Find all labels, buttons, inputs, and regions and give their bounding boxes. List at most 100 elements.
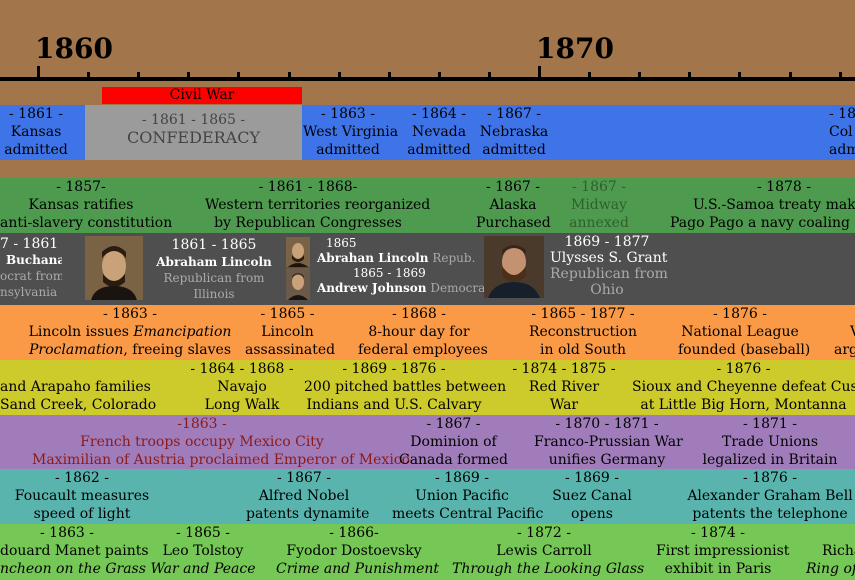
territory-line2: Pago Pago a navy coaling sta	[670, 215, 855, 231]
axis-minor-tick	[438, 72, 441, 78]
culture-event[interactable]: - 1865 - Leo Tolstoy War and Peace	[150, 524, 256, 578]
politics-line2: Proclamation, freeing slaves	[25, 341, 235, 359]
world-event[interactable]: - 1867 - Dominion of Canada formed	[396, 415, 511, 469]
state-event-kansas[interactable]: - 1861 - Kansas admitted	[0, 105, 72, 159]
territory-event[interactable]: - 1867 - Alaska Purchased	[476, 178, 551, 232]
politics-event[interactable]: - 1876 - National League founded (baseba…	[678, 305, 810, 359]
axis-minor-tick	[789, 72, 792, 78]
territory-event[interactable]: - 1878 - U.S.-Samoa treaty makes Pago Pa…	[670, 178, 855, 232]
territory-event[interactable]: - 1867 - Midway annexed	[563, 178, 635, 232]
politics-event-emancipation[interactable]: - 1863 - Lincoln issues Emancipation Pro…	[25, 305, 235, 359]
territory-year: - 1878 -	[757, 179, 811, 195]
science-event[interactable]: - 1867 - Alfred Nobel patents dynamite	[246, 469, 370, 523]
culture-line1: Leo Tolstoy	[162, 543, 244, 559]
culture-year: - 1874 -	[691, 525, 745, 541]
science-event[interactable]: - 1869 - Suez Canal opens	[550, 469, 634, 523]
science-line2: patents dynamite	[246, 506, 370, 522]
science-band	[0, 469, 855, 524]
president-term-2: Andrew Johnson Democrat	[317, 281, 490, 296]
culture-event[interactable]: - 1872 - Lewis Carroll Through the Looki…	[452, 524, 645, 578]
politics-event[interactable]: V arg	[834, 305, 855, 359]
state-line2: admitted	[407, 142, 471, 158]
politics-band	[0, 305, 855, 360]
politics-line1: V	[834, 323, 855, 341]
state-event-colorado[interactable]: - 18 Col adm	[829, 105, 855, 159]
science-event[interactable]: - 1862 - Foucault measures speed of ligh…	[12, 469, 152, 523]
axis-major-tick	[538, 66, 541, 78]
politics-event[interactable]: - 1865 - Lincoln assassinated	[245, 305, 336, 359]
territory-line1: Western territories reorganized	[205, 197, 431, 213]
politics-event[interactable]: - 1868 - 8-hour day for federal employee…	[358, 305, 488, 359]
axis-minor-tick	[839, 72, 842, 78]
science-line1: Alfred Nobel	[258, 488, 350, 504]
science-event[interactable]: - 1876 - Alexander Graham Bell patents t…	[686, 469, 854, 523]
lincoln-portrait[interactable]	[85, 236, 143, 300]
president-name: Ulysses S. Grant	[550, 250, 668, 266]
science-year: - 1869 -	[565, 470, 619, 486]
science-line2: patents the telephone	[692, 506, 848, 522]
indian-event[interactable]: - 1876 - Sioux and Cheyenne defeat Custe…	[632, 360, 855, 414]
year-label-1860: 1860	[35, 32, 113, 65]
politics-line2: arg	[834, 342, 855, 358]
culture-line2: ncheon on the Grass	[0, 561, 146, 577]
territory-line2: Purchased	[476, 215, 551, 231]
grant-portrait-image	[484, 236, 544, 298]
science-line1: Union Pacific	[415, 488, 509, 504]
president-lincoln-johnson[interactable]: 1865 Abrahan Lincoln Repub. 1865 - 1869 …	[317, 236, 490, 296]
politics-line1: National League	[681, 324, 799, 340]
lincoln-small-portrait[interactable]	[286, 237, 310, 267]
world-line1: Dominion of	[410, 434, 497, 450]
politics-line1: 8-hour day for	[368, 324, 470, 340]
indian-line1: and Arapaho families	[0, 379, 151, 395]
world-event-mexico[interactable]: -1863 - French troops occupy Mexico City…	[32, 415, 410, 469]
world-line2: Canada formed	[398, 452, 508, 468]
president-party: Repub.	[432, 251, 476, 265]
president-grant[interactable]: 1869 - 1877 Ulysses S. Grant Republican …	[550, 234, 668, 298]
politics-line1: Reconstruction	[528, 324, 638, 340]
politics-line2: federal employees	[358, 342, 488, 358]
president-years: 1869 - 1877	[564, 234, 650, 250]
state-year: - 1864 -	[412, 106, 466, 122]
indian-line1: Sioux and Cheyenne defeat Custer	[632, 379, 855, 395]
state-event-nebraska[interactable]: - 1867 - Nebraska admitted	[478, 105, 550, 159]
world-line2: legalized in Britain	[702, 452, 838, 468]
territory-event[interactable]: - 1857- Kansas ratifies anti-slavery con…	[0, 178, 173, 232]
culture-line1: First impressionist	[656, 543, 790, 559]
territory-band	[0, 178, 855, 233]
world-event[interactable]: - 1870 - 1871 - Franco-Prussian War unif…	[534, 415, 683, 469]
grant-portrait[interactable]	[484, 236, 544, 298]
politics-line1: Lincoln issues Emancipation	[25, 323, 235, 341]
politics-event[interactable]: - 1865 - 1877 - Reconstruction in old So…	[528, 305, 638, 359]
culture-event[interactable]: Richa Ring of	[806, 524, 855, 578]
confederacy-event[interactable]: - 1861 - 1865 - CONFEDERACY	[85, 111, 302, 147]
culture-line2: exhibit in Paris	[664, 561, 772, 577]
president-lincoln[interactable]: 1861 - 1865 Abraham Lincoln Republican f…	[155, 236, 273, 302]
science-event[interactable]: - 1869 - Union Pacific meets Central Pac…	[392, 469, 543, 523]
indian-event[interactable]: and Arapaho families Sand Creek, Colorad…	[0, 360, 156, 414]
culture-event[interactable]: - 1863 - douard Manet paints ncheon on t…	[0, 524, 149, 578]
politics-line2: assassinated	[245, 342, 336, 358]
territory-event[interactable]: - 1861 - 1868- Western territories reorg…	[205, 178, 431, 232]
state-event-west-virginia[interactable]: - 1863 - West Virginia admitted	[303, 105, 398, 159]
territory-line2: anti-slavery constitution	[0, 215, 173, 231]
culture-event[interactable]: - 1874 - First impressionist exhibit in …	[656, 524, 790, 578]
state-event-nevada[interactable]: - 1864 - Nevada admitted	[405, 105, 473, 159]
politics-line1: Lincoln	[261, 324, 314, 340]
president-name: Abrahan Lincoln	[317, 251, 429, 265]
world-event[interactable]: - 1871 - Trade Unions legalized in Brita…	[702, 415, 838, 469]
indian-event[interactable]: - 1864 - 1868 - Navajo Long Walk	[180, 360, 304, 414]
culture-event[interactable]: - 1866- Fyodor Dostoevsky Crime and Puni…	[276, 524, 439, 578]
president-party: Democrat	[430, 281, 491, 295]
culture-line1: douard Manet paints	[0, 543, 149, 559]
politics-year: - 1868 -	[392, 306, 446, 322]
president-party: ocrat from	[0, 269, 62, 283]
civil-war-bar[interactable]: Civil War	[102, 87, 302, 104]
world-year: - 1871 -	[743, 416, 797, 432]
president-buchanan[interactable]: 7 - 1861 Buchanan ocrat from nsylvania	[0, 236, 62, 300]
indian-event[interactable]: - 1874 - 1875 - Red River War	[508, 360, 620, 414]
johnson-small-portrait[interactable]	[286, 268, 310, 300]
state-line2: admitted	[316, 142, 380, 158]
indian-event[interactable]: - 1869 - 1876 - 200 pitched battles betw…	[304, 360, 506, 414]
culture-line2: Through the Looking Glass	[452, 561, 645, 577]
confederacy-box[interactable]	[85, 105, 302, 160]
